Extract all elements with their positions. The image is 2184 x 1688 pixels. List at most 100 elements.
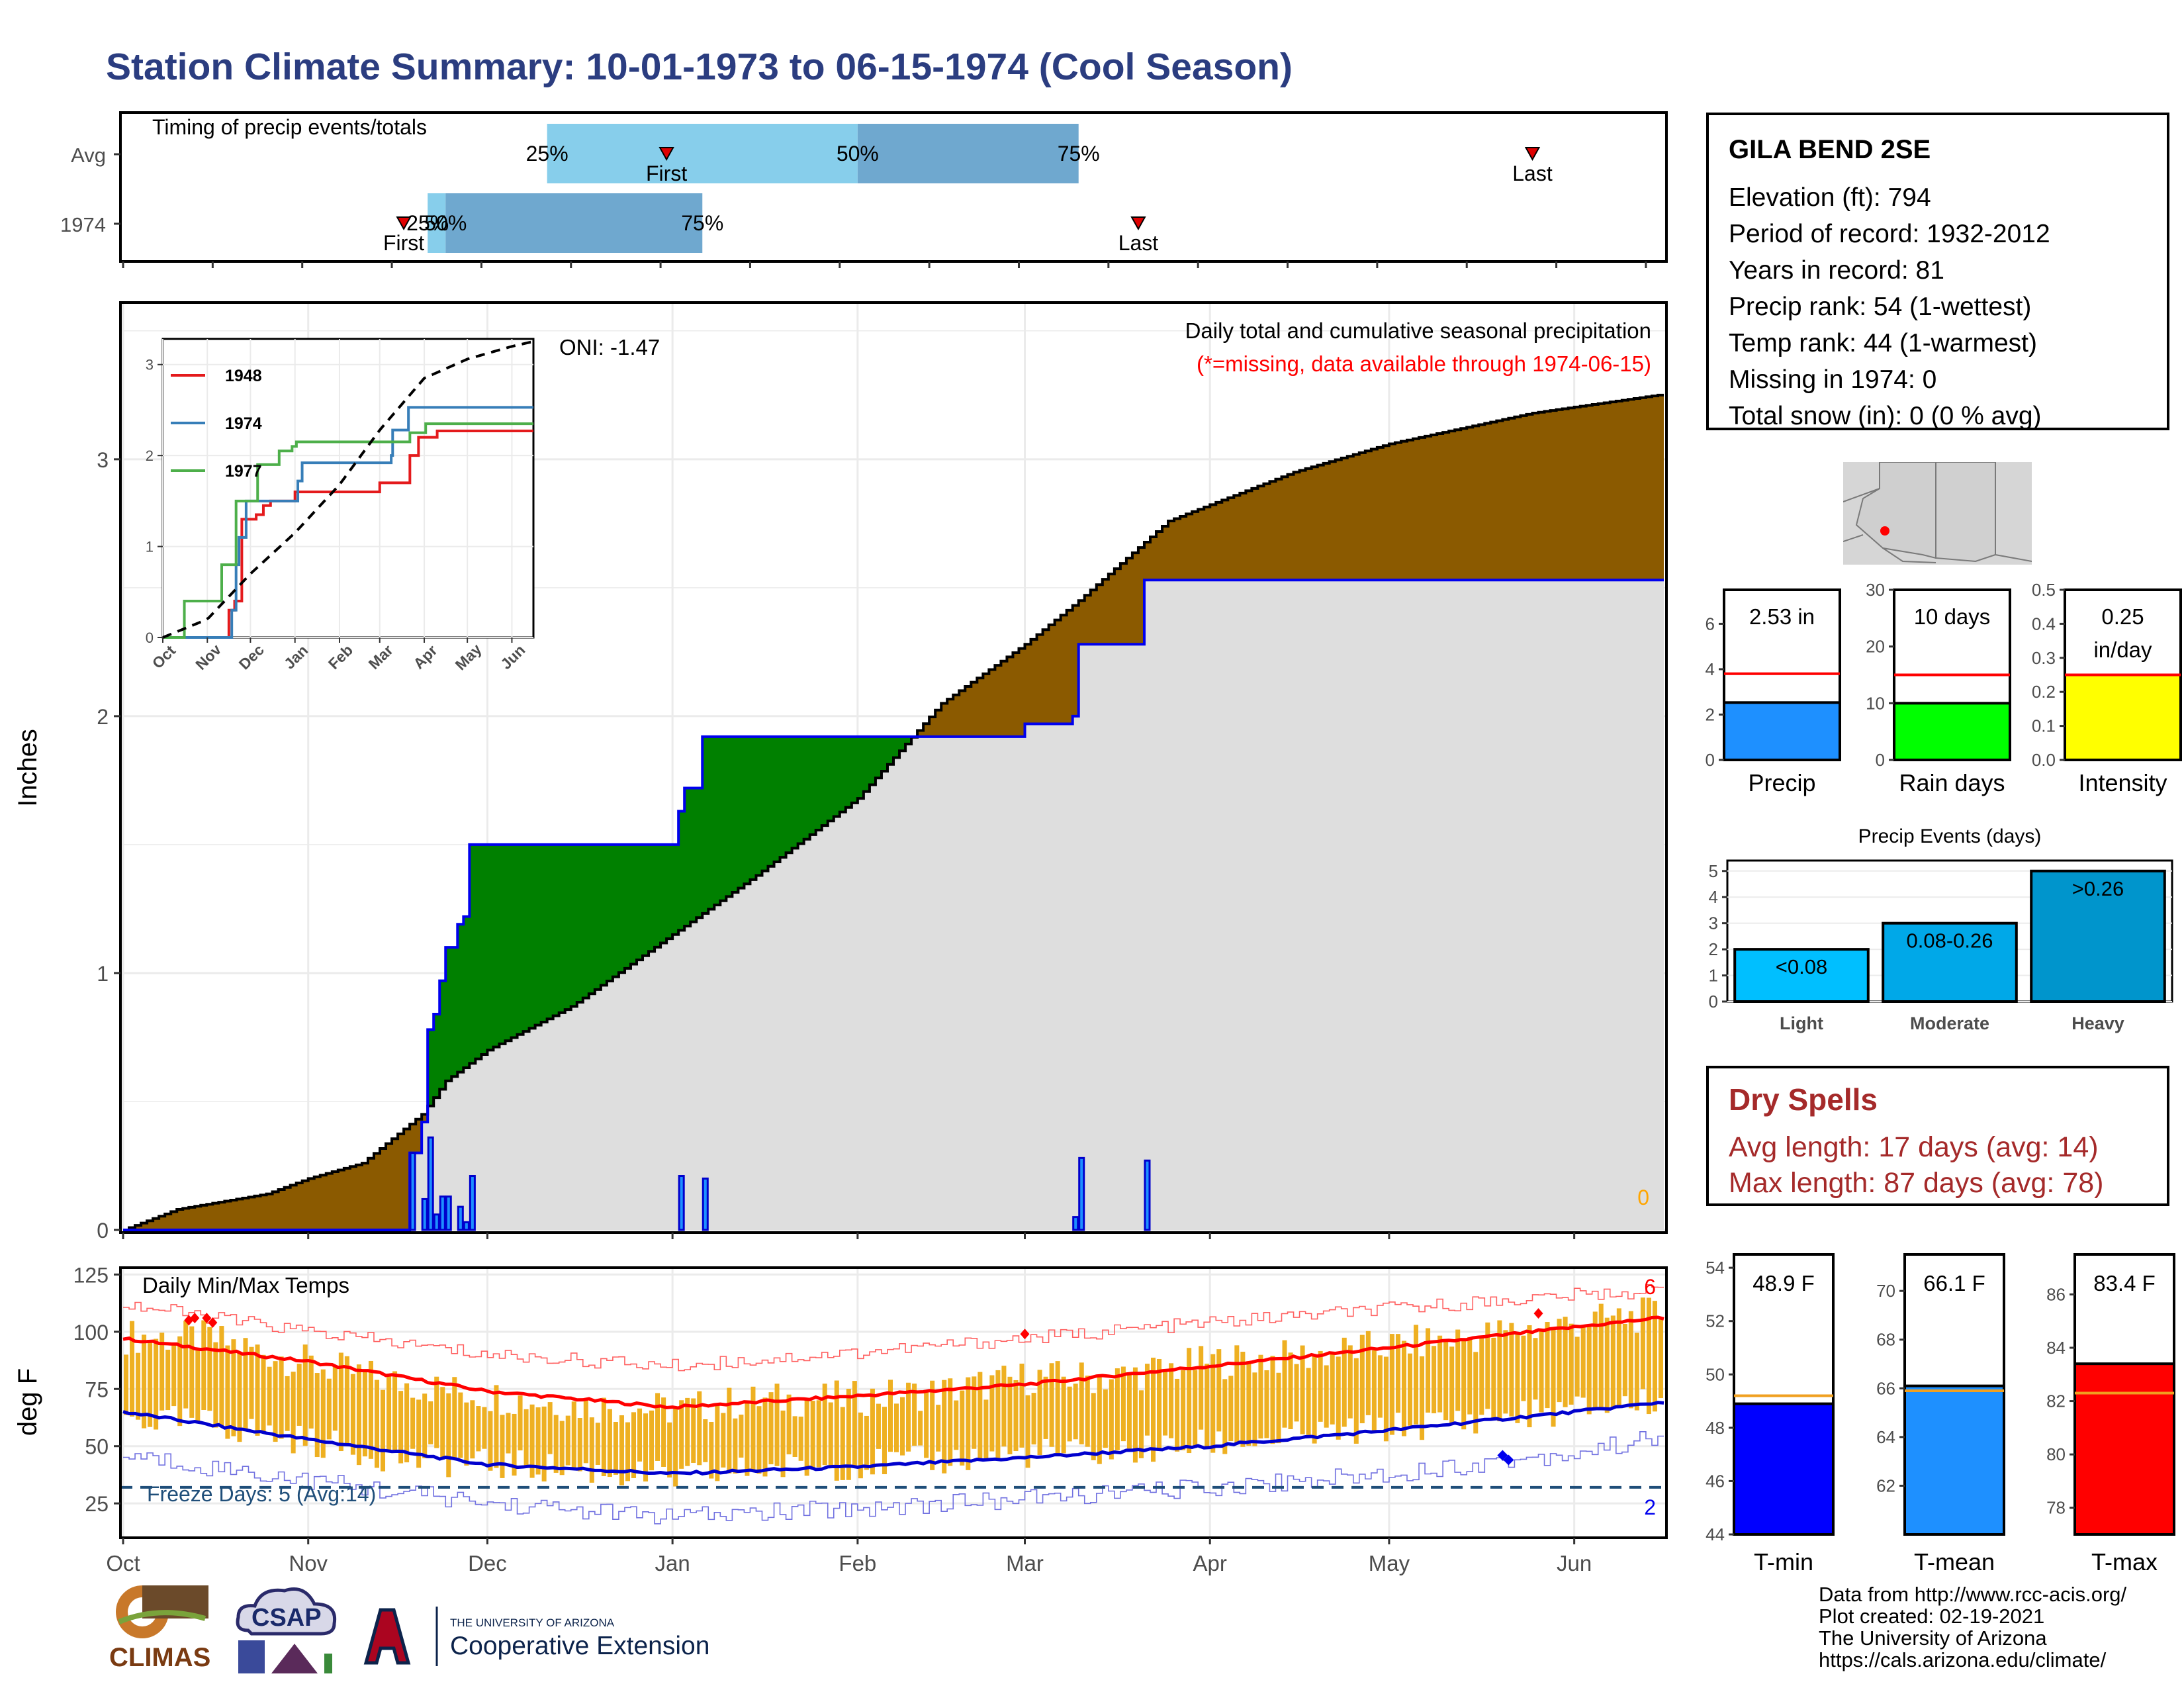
ua-small-text: THE UNIVERSITY OF ARIZONA: [450, 1617, 615, 1629]
temps-daily-bar: [1330, 1352, 1335, 1425]
precip-average-line: [123, 393, 1664, 1231]
temps-daily-bar: [1420, 1356, 1425, 1440]
temps-x-tick-label: Jan: [655, 1551, 690, 1575]
temps-daily-bar: [422, 1393, 428, 1459]
tbar-axis-label: T-mean: [1914, 1548, 1995, 1575]
temps-daily-bar: [494, 1385, 499, 1468]
temps-daily-bar: [1437, 1335, 1443, 1413]
tbar-value-label: 83.4 F: [2093, 1271, 2156, 1295]
timing-marker-label: Last: [1118, 231, 1159, 255]
tbar-y-tick-label: 86: [2046, 1284, 2066, 1304]
temps-daily-bar: [1551, 1329, 1556, 1427]
temps-daily-bar: [1563, 1317, 1568, 1407]
tbar-y-tick-label: 80: [2046, 1444, 2066, 1464]
temps-daily-bar: [1479, 1335, 1484, 1415]
temps-daily-bar: [154, 1338, 159, 1430]
precip-daily-bar: [445, 1196, 452, 1231]
temps-daily-bar: [398, 1391, 404, 1464]
locator-map: [1843, 462, 2032, 565]
temps-daily-bar: [159, 1333, 165, 1411]
events-y-tick-label: 0: [1709, 992, 1718, 1011]
tbar-y-tick-label: 66: [1876, 1378, 1895, 1398]
temps-daily-bar: [434, 1376, 439, 1448]
temps-daily-bar: [792, 1416, 797, 1457]
temps-daily-bar: [1318, 1350, 1323, 1422]
temps-daily-bar: [1353, 1358, 1359, 1444]
temps-daily-bar: [1240, 1352, 1246, 1447]
temps-daily-bar: [1228, 1376, 1234, 1442]
temps-daily-bar: [1598, 1303, 1604, 1410]
precip-daily-bar: [702, 1177, 709, 1231]
temps-daily-bar: [476, 1406, 481, 1452]
inset-y-tick-label: 1: [146, 539, 154, 555]
temps-daily-bar: [960, 1390, 965, 1466]
temps-daily-bar: [237, 1352, 242, 1442]
station-missing: Missing in 1974: 0: [1729, 365, 1937, 394]
tbar-y-tick-label: 54: [1706, 1258, 1725, 1278]
summary-bar: [1723, 701, 1841, 761]
temps-avg-max: [122, 1315, 1664, 1410]
timing-row-label: Avg: [71, 144, 106, 167]
temps-daily-bar: [954, 1400, 959, 1450]
events-x-label: Heavy: [2071, 1013, 2124, 1033]
temps-daily-bar: [302, 1344, 308, 1446]
temps-daily-bar: [1574, 1336, 1580, 1397]
events-y-tick-label: 4: [1709, 887, 1718, 907]
events-title: Precip Events (days): [1858, 825, 2042, 847]
inset-legend-label: 1974: [225, 414, 262, 433]
timing-pct-label: 75%: [681, 211, 723, 235]
temps-daily-bar: [1401, 1340, 1406, 1436]
summary-y-tick-label: 2: [1706, 704, 1715, 724]
temps-daily-bar: [1586, 1327, 1592, 1415]
events-bar-label: <0.08: [1776, 955, 1827, 978]
temps-x-tick-label: Mar: [1006, 1551, 1044, 1575]
timing-pct-label: 75%: [1058, 142, 1100, 165]
temps-y-tick-label: 125: [73, 1263, 109, 1287]
temps-daily-bar: [571, 1401, 576, 1469]
timing-pct-label: 50%: [424, 211, 467, 235]
temps-daily-bar: [1539, 1331, 1544, 1413]
temps-daily-bar: [553, 1415, 559, 1473]
temps-daily-bar: [643, 1413, 649, 1482]
events-bar: [1733, 948, 1870, 1003]
tbar-y-tick-label: 64: [1876, 1427, 1895, 1447]
temps-daily-bar: [1097, 1377, 1102, 1464]
tbar-y-tick-label: 48: [1706, 1418, 1725, 1438]
temps-daily-bar: [661, 1397, 666, 1467]
events-y-tick-label: 1: [1709, 966, 1718, 986]
precip-y-tick-label: 0: [97, 1219, 109, 1243]
summary-axis-label: Precip: [1748, 769, 1815, 796]
temps-daily-bar: [1103, 1389, 1108, 1448]
university-of-arizona-logo: THE UNIVERSITY OF ARIZONA Cooperative Ex…: [361, 1603, 709, 1666]
station-info-box: GILA BEND 2SE Elevation (ft): 794 Period…: [1706, 113, 2169, 430]
temps-daily-bar: [482, 1407, 487, 1449]
temps-daily-bar: [983, 1399, 989, 1460]
temps-daily-bar: [148, 1341, 153, 1427]
precip-daily-bar: [409, 1152, 416, 1231]
summary-bars: 2.53 in 0 2 4 6 Precip 10 days 0 10 20 30 Rain days…: [1706, 580, 2182, 796]
temps-daily-bar: [470, 1400, 475, 1459]
summary-y-tick-label: 0.0: [2032, 750, 2056, 770]
precip-daily-bar: [1144, 1159, 1151, 1231]
summary-axis-label: Intensity: [2078, 769, 2167, 796]
temps-daily-bar: [1371, 1350, 1377, 1432]
temps-avg-min: [122, 1401, 1664, 1476]
timing-bar-25-50: [428, 193, 446, 253]
timing-bar-50-75: [445, 193, 703, 253]
temps-daily-bar: [1455, 1329, 1461, 1411]
temps-daily-bar: [130, 1321, 135, 1417]
temps-daily-bar: [1342, 1337, 1347, 1427]
temps-daily-bar: [1312, 1356, 1317, 1444]
temps-daily-bar: [727, 1387, 732, 1474]
tbar-y-tick-label: 62: [1876, 1476, 1895, 1495]
summary-value-label: 2.53 in: [1749, 604, 1815, 629]
temps-daily-bar: [1144, 1364, 1150, 1436]
temps-daily-bar: [136, 1352, 141, 1420]
temps-daily-bar: [715, 1405, 720, 1481]
temps-daily-bar: [1151, 1357, 1156, 1462]
precip-y-tick-label: 2: [97, 705, 109, 729]
temps-daily-bar: [1013, 1380, 1019, 1452]
tbar-y-tick-label: 84: [2046, 1338, 2066, 1358]
temps-daily-bar: [613, 1422, 618, 1475]
